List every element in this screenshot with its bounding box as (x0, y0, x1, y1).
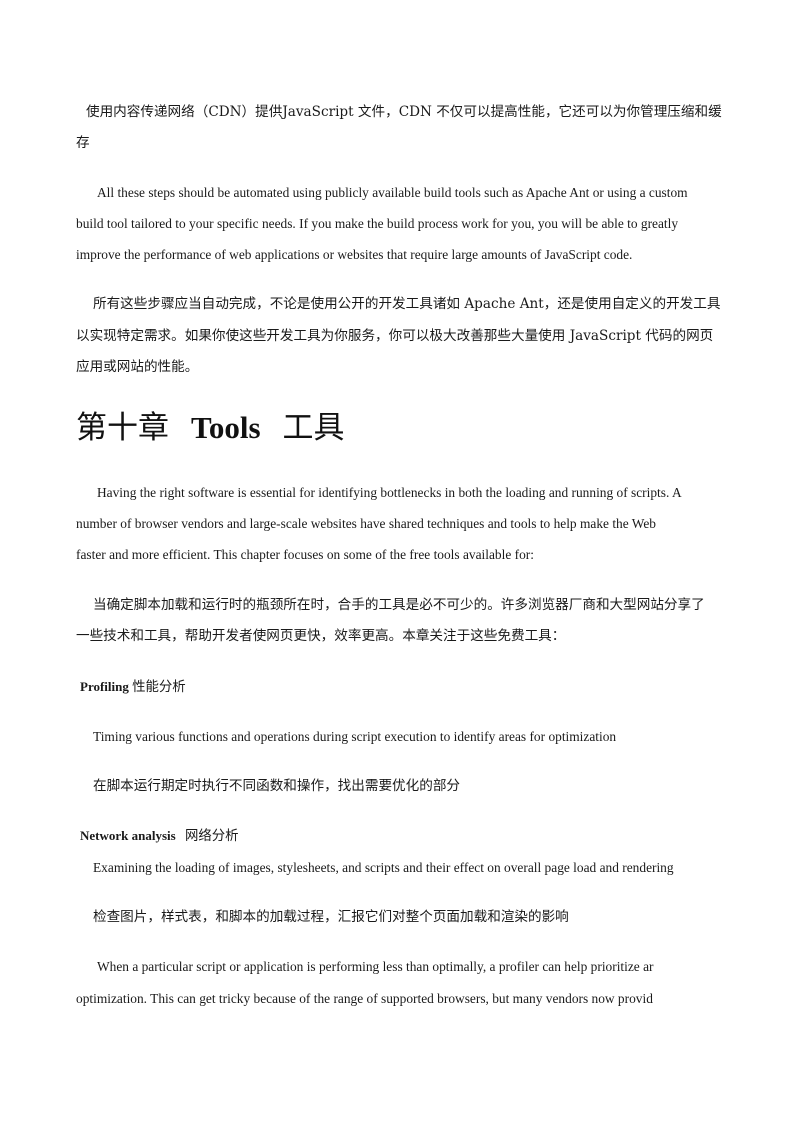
paragraph-automate-en-line-2: build tool tailored to your specific nee… (76, 216, 679, 231)
paragraph-automate-en-line-1: All these steps should be automated usin… (97, 185, 688, 200)
profiling-heading-en: Profiling (80, 679, 129, 694)
profiling-description-en: Timing various functions and operations … (93, 729, 617, 744)
paragraph-cdn-cn-line-1: 使用内容传递网络（CDN）提供JavaScript 文件，CDN 不仅可以提高性… (86, 104, 722, 120)
section-heading-profiling: Profiling 性能分析 (80, 679, 186, 696)
chapter-title-cn: 工具 (282, 410, 345, 446)
paragraph-automate-en-line-3: improve the performance of web applicati… (76, 247, 633, 262)
paragraph-intro-en-line-3: faster and more efficient. This chapter … (76, 547, 534, 562)
paragraph-cdn-cn-line-2: 存 (76, 135, 90, 151)
paragraph-automate-cn-line-3: 应用或网站的性能。 (76, 359, 199, 375)
profiling-description-cn: 在脚本运行期定时执行不同函数和操作，找出需要优化的部分 (93, 778, 461, 794)
network-description-cn: 检查图片，样式表，和脚本的加载过程，汇报它们对整个页面加载和渲染的影响 (93, 909, 569, 925)
network-description-en: Examining the loading of images, stylesh… (93, 860, 674, 875)
paragraph-automate-cn-line-2: 以实现特定需求。如果你使这些开发工具为你服务，你可以极大改善那些大量使用 Jav… (76, 328, 714, 344)
chapter-title-en: Tools (191, 410, 261, 445)
network-heading-cn: 网络分析 (184, 829, 239, 844)
chapter-title-prefix: 第十章 (76, 410, 169, 446)
paragraph-intro-en-line-2: number of browser vendors and large-scal… (76, 516, 656, 531)
paragraph-profiler-en-line-2: optimization. This can get tricky becaus… (76, 991, 653, 1006)
network-heading-en: Network analysis (80, 828, 176, 843)
paragraph-intro-en-line-1: Having the right software is essential f… (97, 485, 682, 500)
paragraph-profiler-en-line-1: When a particular script or application … (97, 959, 654, 974)
paragraph-automate-cn-line-1: 所有这些步骤应当自动完成，不论是使用公开的开发工具诸如 Apache Ant，还… (93, 296, 721, 312)
section-heading-network-analysis: Network analysis 网络分析 (80, 828, 239, 845)
paragraph-intro-cn-line-2: 一些技术和工具，帮助开发者使网页更快，效率更高。本章关注于这些免费工具： (76, 628, 566, 644)
chapter-title: 第十章 Tools 工具 (76, 410, 345, 446)
profiling-heading-cn: 性能分析 (132, 680, 186, 695)
paragraph-intro-cn-line-1: 当确定脚本加载和运行时的瓶颈所在时，合手的工具是必不可少的。许多浏览器厂商和大型… (93, 597, 705, 613)
